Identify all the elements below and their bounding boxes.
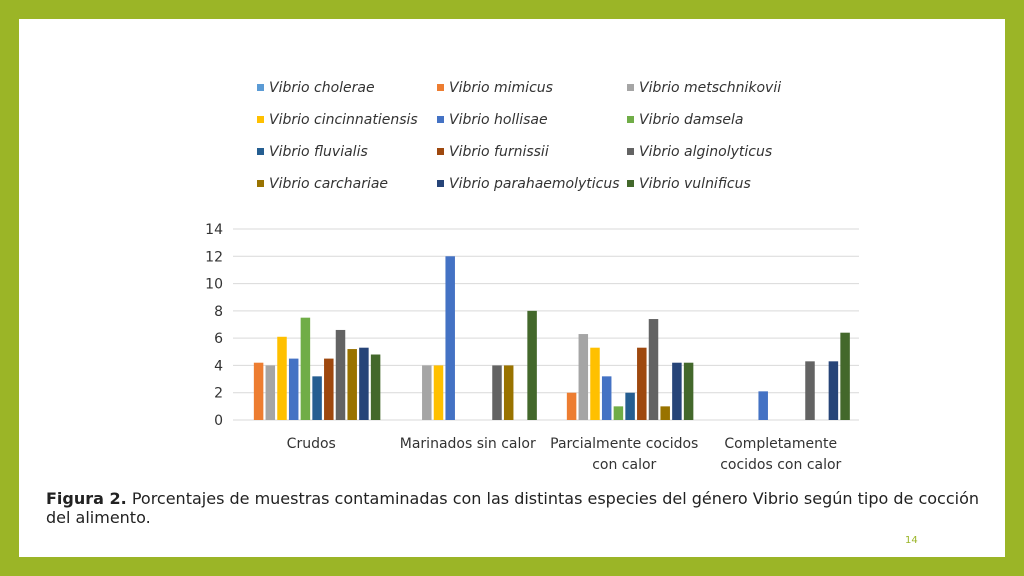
x-category-label: con calor (592, 457, 656, 473)
page-number: 14 (905, 535, 918, 546)
legend-label: Vibrio alginolyticus (639, 144, 772, 160)
bar (613, 406, 624, 420)
y-tick-label: 4 (214, 358, 223, 374)
legend-label: Vibrio metschnikovii (639, 80, 781, 96)
legend-swatch (437, 116, 444, 123)
legend-label: Vibrio cholerae (269, 80, 375, 96)
y-tick-label: 8 (214, 304, 223, 320)
bar (335, 329, 346, 420)
bar (433, 365, 444, 420)
bar (422, 365, 432, 420)
bar (370, 354, 381, 420)
slide: Vibrio cholerae Vibrio mimicus Vibrio mets… (19, 19, 1005, 557)
bar (648, 319, 659, 420)
bar (683, 362, 694, 420)
bar (359, 347, 369, 420)
y-tick-label: 2 (214, 386, 223, 402)
legend-swatch (257, 180, 264, 187)
bar (805, 361, 815, 420)
bar (601, 376, 612, 420)
y-tick-label: 14 (205, 222, 223, 238)
legend-label: Vibrio hollisae (449, 112, 548, 128)
x-category-label: cocidos con calor (720, 457, 841, 473)
bar (253, 362, 264, 420)
y-tick-label: 6 (214, 331, 223, 347)
legend-swatch (437, 180, 444, 187)
bar (492, 365, 502, 420)
bar (828, 361, 839, 420)
x-category-label: Completamente (724, 436, 837, 452)
legend-swatch (257, 116, 264, 123)
bar (288, 358, 299, 420)
bar (265, 365, 276, 420)
legend-label: Vibrio mimicus (449, 80, 553, 96)
bar (527, 310, 537, 420)
x-category-label: Crudos (287, 436, 336, 452)
bar (503, 365, 514, 420)
bar (312, 376, 322, 420)
bar (672, 362, 682, 420)
bar (625, 392, 635, 420)
legend-label: Vibrio furnissii (449, 144, 549, 160)
bar (758, 391, 768, 420)
legend-swatch (437, 84, 444, 91)
caption-text: Porcentajes de muestras contaminadas con… (46, 489, 979, 527)
legend-label: Vibrio vulnificus (639, 176, 751, 192)
bar (445, 256, 455, 420)
legend-label: Vibrio parahaemolyticus (449, 176, 620, 192)
legend-label: Vibrio carchariae (269, 176, 388, 192)
legend-swatch (437, 148, 444, 155)
y-tick-label: 12 (205, 249, 223, 265)
y-tick-label: 0 (214, 413, 223, 429)
chart-container: Vibrio cholerae Vibrio mimicus Vibrio mets… (169, 58, 884, 488)
bar (590, 347, 600, 420)
legend-swatch (627, 116, 634, 123)
legend-swatch (257, 84, 264, 91)
bar (324, 358, 334, 420)
bar (637, 347, 647, 420)
bar (566, 392, 577, 420)
legend-swatch (627, 84, 634, 91)
caption-label: Figura 2. (46, 489, 127, 508)
legend-label: Vibrio cincinnatiensis (269, 112, 418, 128)
bar-chart: Vibrio cholerae Vibrio mimicus Vibrio mets… (205, 80, 859, 473)
legend-label: Vibrio fluvialis (269, 144, 368, 160)
bar (347, 349, 357, 420)
legend-swatch (627, 180, 634, 187)
legend-swatch (257, 148, 264, 155)
bar (277, 336, 287, 420)
x-category-label: Parcialmente cocidos (550, 436, 698, 452)
y-tick-label: 10 (205, 277, 223, 293)
bar (578, 334, 589, 420)
figure-caption: Figura 2. Porcentajes de muestras contam… (46, 489, 986, 527)
bar (660, 406, 670, 420)
bar (300, 317, 311, 420)
legend-swatch (627, 148, 634, 155)
bar (840, 332, 850, 420)
x-category-label: Marinados sin calor (400, 436, 536, 452)
legend-label: Vibrio damsela (639, 112, 744, 128)
